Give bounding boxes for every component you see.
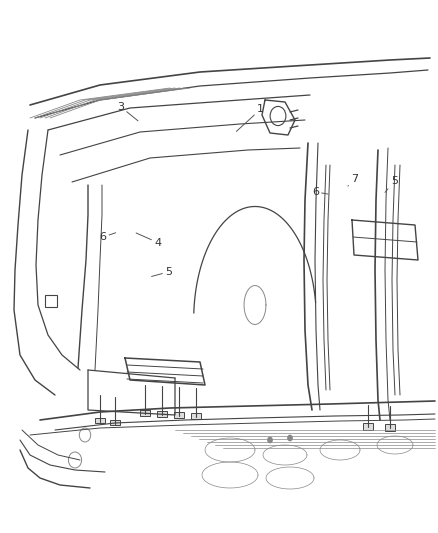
Bar (140, 409, 150, 416)
Text: 4: 4 (136, 233, 161, 247)
Text: 3: 3 (117, 102, 138, 121)
Bar (110, 420, 120, 425)
Bar (174, 411, 184, 418)
Bar (191, 413, 201, 419)
Text: 1: 1 (237, 104, 264, 131)
Circle shape (288, 435, 292, 441)
Text: 6: 6 (99, 232, 116, 242)
Bar (45, 295, 57, 307)
Bar (385, 424, 395, 431)
Text: 6: 6 (312, 187, 328, 197)
Bar (157, 410, 167, 417)
Text: 5: 5 (152, 267, 172, 277)
Text: 7: 7 (348, 174, 358, 186)
Bar (95, 418, 105, 423)
Bar (363, 423, 373, 430)
Text: 5: 5 (385, 176, 398, 192)
Circle shape (268, 438, 272, 443)
